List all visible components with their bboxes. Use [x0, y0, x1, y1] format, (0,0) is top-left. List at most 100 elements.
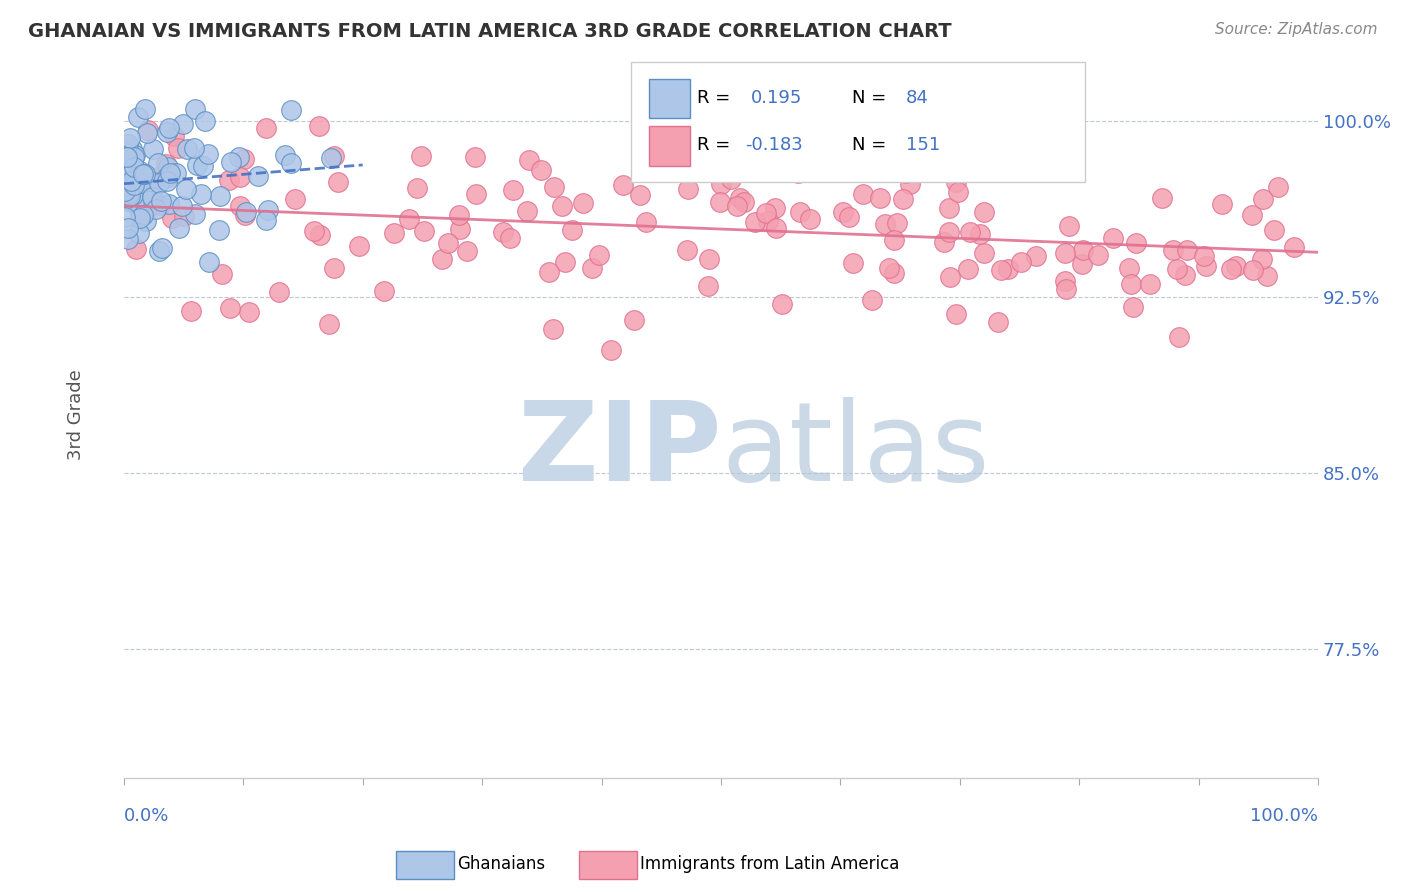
- Point: [114, 179, 136, 194]
- Point: [228, 150, 250, 164]
- Point: [132, 167, 155, 181]
- Point: [149, 197, 172, 211]
- Point: [142, 142, 165, 156]
- Point: [166, 141, 188, 155]
- Point: [956, 261, 979, 276]
- Point: [1195, 260, 1218, 274]
- Point: [198, 255, 221, 269]
- Point: [1163, 243, 1185, 257]
- Point: [789, 205, 811, 219]
- Point: [156, 169, 179, 184]
- Point: [382, 226, 405, 240]
- Point: [449, 208, 471, 222]
- Text: R =: R =: [697, 136, 737, 154]
- Point: [1263, 223, 1285, 237]
- Point: [939, 269, 962, 284]
- Point: [1166, 261, 1188, 276]
- Point: [150, 241, 173, 255]
- Point: [284, 192, 307, 206]
- Point: [128, 226, 150, 240]
- Point: [1253, 192, 1275, 206]
- Point: [148, 169, 170, 184]
- Point: [709, 195, 731, 210]
- Point: [129, 207, 152, 221]
- Point: [997, 262, 1019, 277]
- Point: [945, 306, 967, 320]
- Point: [572, 195, 595, 210]
- Point: [765, 220, 787, 235]
- Point: [530, 163, 553, 178]
- Point: [628, 187, 651, 202]
- Point: [319, 151, 342, 165]
- Point: [208, 189, 231, 203]
- Point: [229, 199, 252, 213]
- Text: -0.183: -0.183: [745, 136, 803, 154]
- Point: [581, 260, 603, 275]
- Point: [233, 153, 256, 167]
- FancyBboxPatch shape: [650, 127, 690, 166]
- Point: [502, 183, 524, 197]
- Point: [464, 150, 486, 164]
- Point: [1010, 255, 1032, 269]
- Point: [1036, 131, 1059, 145]
- Point: [159, 166, 181, 180]
- Point: [1139, 277, 1161, 291]
- Point: [1054, 282, 1077, 296]
- Point: [274, 148, 297, 162]
- Point: [322, 149, 344, 163]
- Point: [165, 166, 187, 180]
- Point: [1054, 245, 1077, 260]
- Point: [1025, 249, 1047, 263]
- Point: [122, 178, 145, 192]
- Point: [893, 193, 915, 207]
- Point: [373, 284, 395, 298]
- Point: [134, 168, 156, 182]
- Point: [710, 177, 733, 191]
- Point: [763, 201, 786, 215]
- Point: [135, 193, 157, 207]
- FancyBboxPatch shape: [631, 62, 1085, 182]
- Point: [883, 233, 905, 247]
- Point: [1102, 231, 1125, 245]
- Point: [280, 156, 302, 170]
- Point: [938, 201, 960, 215]
- Point: [720, 172, 742, 186]
- Point: [121, 179, 143, 194]
- Point: [134, 103, 156, 117]
- Point: [787, 165, 810, 179]
- Point: [896, 166, 918, 180]
- Point: [744, 215, 766, 229]
- Point: [666, 123, 689, 137]
- Point: [233, 209, 256, 223]
- Point: [208, 223, 231, 237]
- Point: [1122, 301, 1144, 315]
- Point: [235, 204, 257, 219]
- Point: [308, 120, 330, 134]
- Point: [124, 160, 146, 174]
- Point: [1241, 262, 1264, 277]
- Point: [163, 128, 186, 143]
- Text: 3rd Grade: 3rd Grade: [67, 369, 84, 459]
- Point: [987, 315, 1010, 329]
- Point: [675, 243, 697, 257]
- Point: [932, 235, 955, 249]
- Point: [838, 211, 860, 225]
- Point: [125, 242, 148, 256]
- Point: [636, 215, 658, 229]
- Point: [973, 245, 995, 260]
- Point: [413, 225, 436, 239]
- Point: [869, 191, 891, 205]
- Point: [1251, 252, 1274, 267]
- Point: [115, 150, 138, 164]
- Point: [122, 174, 145, 188]
- Point: [120, 195, 142, 210]
- Point: [554, 255, 576, 269]
- Text: N =: N =: [852, 89, 893, 107]
- Point: [129, 172, 152, 186]
- Point: [437, 235, 460, 250]
- Point: [118, 131, 141, 145]
- Point: [883, 266, 905, 280]
- Point: [269, 285, 291, 300]
- Point: [302, 223, 325, 237]
- Point: [172, 199, 194, 213]
